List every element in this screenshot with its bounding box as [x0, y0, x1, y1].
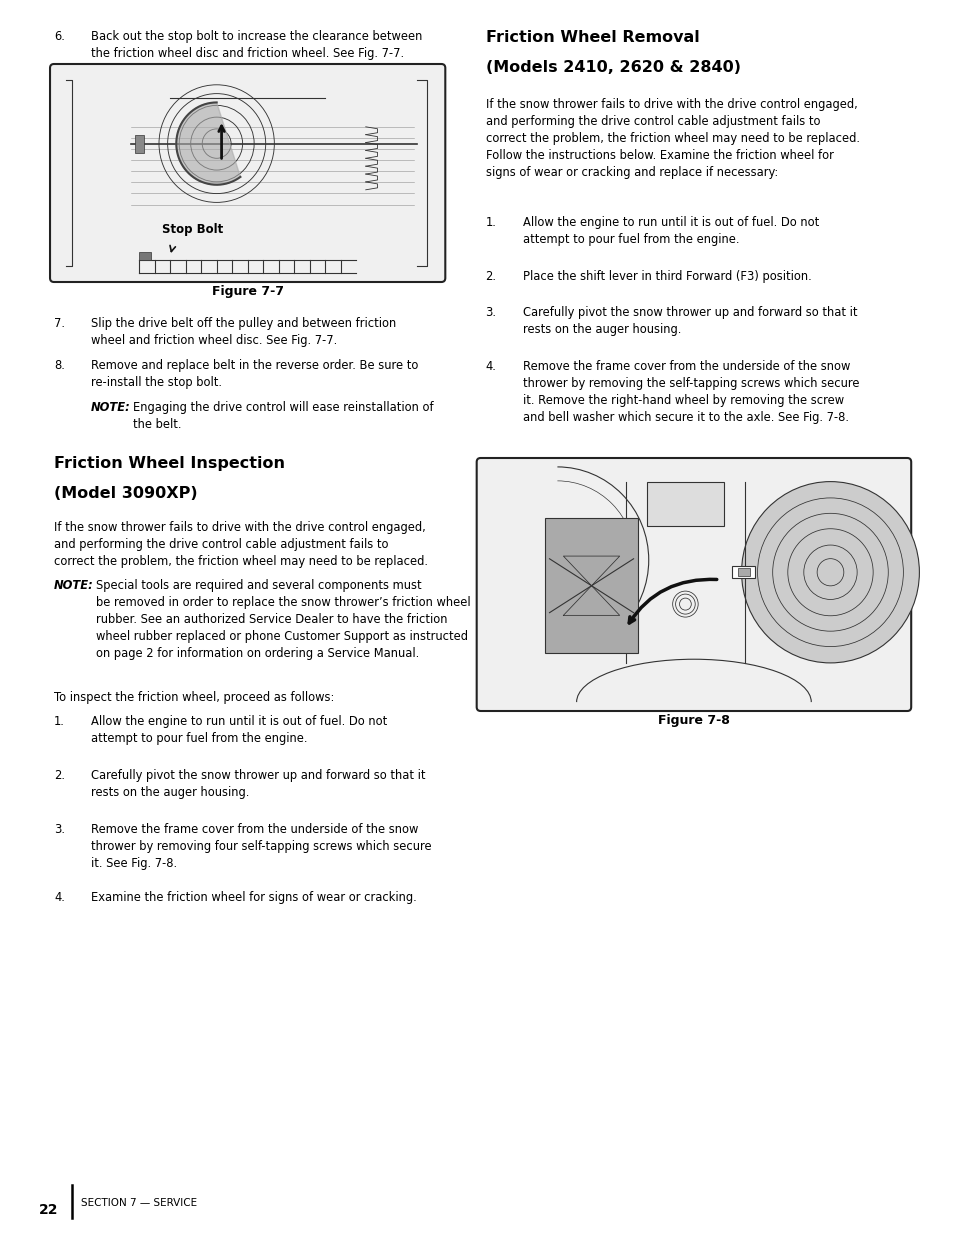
Text: Carefully pivot the snow thrower up and forward so that it
rests on the auger ho: Carefully pivot the snow thrower up and … [91, 769, 425, 799]
Polygon shape [176, 103, 240, 185]
Text: SECTION 7 — SERVICE: SECTION 7 — SERVICE [81, 1198, 197, 1208]
Bar [139, 252, 151, 261]
Text: Stop Bolt: Stop Bolt [162, 224, 223, 236]
Text: 6.: 6. [54, 30, 65, 43]
Text: Examine the friction wheel for signs of wear or cracking.: Examine the friction wheel for signs of … [91, 890, 416, 904]
Text: Engaging the drive control will ease reinstallation of
the belt.: Engaging the drive control will ease rei… [133, 401, 434, 431]
Text: Figure 7-8: Figure 7-8 [658, 714, 729, 727]
Text: 3.: 3. [485, 306, 496, 319]
Text: 4.: 4. [485, 359, 496, 373]
Text: If the snow thrower fails to drive with the drive control engaged,
and performin: If the snow thrower fails to drive with … [485, 98, 859, 179]
Text: Allow the engine to run until it is out of fuel. Do not
attempt to pour fuel fro: Allow the engine to run until it is out … [91, 715, 387, 745]
Text: If the snow thrower fails to drive with the drive control engaged,
and performin: If the snow thrower fails to drive with … [54, 521, 428, 568]
Text: Back out the stop bolt to increase the clearance between
the friction wheel disc: Back out the stop bolt to increase the c… [91, 30, 422, 61]
Text: NOTE:: NOTE: [91, 401, 131, 414]
Text: Place the shift lever in third Forward (F3) position.: Place the shift lever in third Forward (… [522, 270, 811, 283]
Text: 2.: 2. [485, 270, 496, 283]
Text: 8.: 8. [54, 359, 65, 372]
Text: Allow the engine to run until it is out of fuel. Do not
attempt to pour fuel fro: Allow the engine to run until it is out … [522, 216, 819, 246]
Text: Friction Wheel Inspection: Friction Wheel Inspection [54, 456, 285, 471]
Text: (Models 2410, 2620 & 2840): (Models 2410, 2620 & 2840) [485, 61, 740, 75]
Text: 1.: 1. [54, 715, 65, 727]
FancyBboxPatch shape [50, 64, 445, 282]
Text: 7.: 7. [54, 317, 65, 330]
Text: 3.: 3. [54, 823, 65, 836]
Bar [135, 135, 144, 153]
Text: NOTE:: NOTE: [54, 579, 93, 592]
Bar [544, 519, 638, 653]
Circle shape [740, 482, 919, 663]
Text: Remove the frame cover from the underside of the snow
thrower by removing four s: Remove the frame cover from the undersid… [91, 823, 432, 869]
Text: Remove the frame cover from the underside of the snow
thrower by removing the se: Remove the frame cover from the undersid… [522, 359, 859, 424]
Text: 1.: 1. [485, 216, 496, 228]
Bar [646, 482, 723, 526]
Text: Slip the drive belt off the pulley and between friction
wheel and friction wheel: Slip the drive belt off the pulley and b… [91, 317, 396, 347]
Text: Figure 7-7: Figure 7-7 [212, 285, 283, 298]
Text: 22: 22 [39, 1203, 59, 1216]
Text: 2.: 2. [54, 769, 65, 782]
Text: (Model 3090XP): (Model 3090XP) [54, 487, 197, 501]
FancyBboxPatch shape [476, 458, 910, 711]
Bar [731, 567, 755, 578]
Text: To inspect the friction wheel, proceed as follows:: To inspect the friction wheel, proceed a… [54, 692, 334, 704]
Text: Remove and replace belt in the reverse order. Be sure to
re-install the stop bol: Remove and replace belt in the reverse o… [91, 359, 418, 389]
Text: Friction Wheel Removal: Friction Wheel Removal [485, 30, 699, 44]
Text: Special tools are required and several components must
be removed in order to re: Special tools are required and several c… [96, 579, 470, 659]
Text: Carefully pivot the snow thrower up and forward so that it
rests on the auger ho: Carefully pivot the snow thrower up and … [522, 306, 857, 336]
Text: 4.: 4. [54, 890, 65, 904]
Bar [737, 568, 749, 577]
